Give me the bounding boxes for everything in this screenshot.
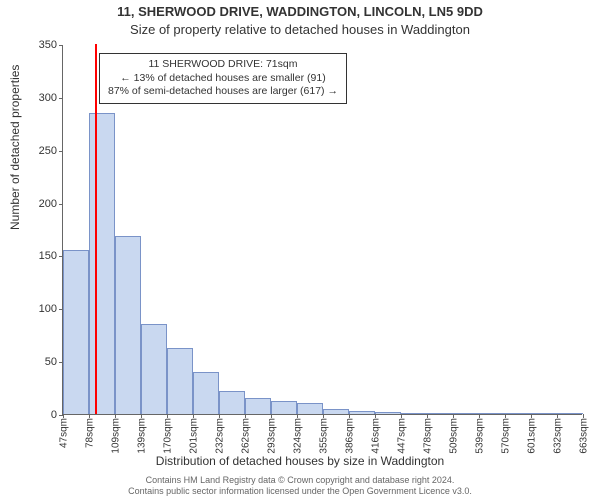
y-tick-mark xyxy=(59,45,63,46)
x-tick-mark xyxy=(505,414,506,418)
x-tick-label: 355sqm xyxy=(317,418,330,454)
histogram-bar xyxy=(115,236,141,414)
histogram-bar xyxy=(349,411,375,414)
histogram-bar xyxy=(245,398,271,414)
x-tick-label: 386sqm xyxy=(343,418,356,454)
chart-title-sub: Size of property relative to detached ho… xyxy=(0,22,600,37)
x-tick-label: 324sqm xyxy=(291,418,304,454)
x-tick-mark xyxy=(323,414,324,418)
histogram-bar xyxy=(63,250,89,414)
x-tick-mark xyxy=(63,414,64,418)
histogram-bar xyxy=(479,413,505,414)
y-tick-mark xyxy=(59,98,63,99)
histogram-bar xyxy=(453,413,479,414)
x-tick-mark xyxy=(557,414,558,418)
histogram-bar xyxy=(375,412,401,414)
x-tick-mark xyxy=(141,414,142,418)
x-tick-label: 447sqm xyxy=(395,418,408,454)
histogram-bar xyxy=(193,372,219,414)
histogram-bar xyxy=(297,403,323,414)
x-tick-mark xyxy=(531,414,532,418)
x-tick-label: 478sqm xyxy=(421,418,434,454)
x-tick-label: 47sqm xyxy=(57,418,70,448)
histogram-bar xyxy=(271,401,297,414)
x-tick-mark xyxy=(583,414,584,418)
x-tick-label: 509sqm xyxy=(447,418,460,454)
x-tick-label: 539sqm xyxy=(473,418,486,454)
histogram-bar xyxy=(557,413,583,414)
histogram-bar xyxy=(505,413,531,414)
x-tick-label: 262sqm xyxy=(239,418,252,454)
x-tick-label: 632sqm xyxy=(551,418,564,454)
x-tick-label: 416sqm xyxy=(369,418,382,454)
histogram-bar xyxy=(89,113,115,414)
plot-area: 05010015020025030035047sqm78sqm109sqm139… xyxy=(62,45,582,415)
x-tick-label: 663sqm xyxy=(577,418,590,454)
x-tick-mark xyxy=(219,414,220,418)
x-tick-label: 201sqm xyxy=(187,418,200,454)
x-tick-mark xyxy=(271,414,272,418)
chart-title-address: 11, SHERWOOD DRIVE, WADDINGTON, LINCOLN,… xyxy=(0,4,600,19)
x-tick-label: 78sqm xyxy=(83,418,96,448)
histogram-bar xyxy=(323,409,349,414)
x-tick-mark xyxy=(297,414,298,418)
x-axis-label: Distribution of detached houses by size … xyxy=(0,454,600,468)
histogram-bar xyxy=(531,413,557,414)
annotation-line1: 11 SHERWOOD DRIVE: 71sqm xyxy=(108,58,338,72)
y-tick-mark xyxy=(59,204,63,205)
x-tick-mark xyxy=(375,414,376,418)
x-tick-label: 293sqm xyxy=(265,418,278,454)
x-tick-mark xyxy=(167,414,168,418)
x-tick-mark xyxy=(89,414,90,418)
x-tick-label: 570sqm xyxy=(499,418,512,454)
x-tick-label: 601sqm xyxy=(525,418,538,454)
histogram-bar xyxy=(167,348,193,414)
x-tick-mark xyxy=(193,414,194,418)
footer: Contains HM Land Registry data © Crown c… xyxy=(0,475,600,498)
footer-line1: Contains HM Land Registry data © Crown c… xyxy=(0,475,600,487)
x-tick-mark xyxy=(427,414,428,418)
y-tick-mark xyxy=(59,151,63,152)
histogram-bar xyxy=(141,324,167,414)
x-tick-mark xyxy=(349,414,350,418)
x-tick-mark xyxy=(245,414,246,418)
histogram-bar xyxy=(401,413,427,414)
y-axis-label: Number of detached properties xyxy=(8,65,22,230)
x-tick-label: 109sqm xyxy=(109,418,122,454)
x-tick-label: 170sqm xyxy=(161,418,174,454)
chart-container: 11, SHERWOOD DRIVE, WADDINGTON, LINCOLN,… xyxy=(0,0,600,500)
annotation-box: 11 SHERWOOD DRIVE: 71sqm ← 13% of detach… xyxy=(99,53,347,104)
histogram-bar xyxy=(219,391,245,414)
x-tick-mark xyxy=(453,414,454,418)
x-tick-label: 232sqm xyxy=(213,418,226,454)
histogram-bar xyxy=(427,413,453,414)
x-tick-mark xyxy=(479,414,480,418)
property-marker-line xyxy=(95,44,97,414)
x-tick-label: 139sqm xyxy=(135,418,148,454)
annotation-line3: 87% of semi-detached houses are larger (… xyxy=(108,85,338,99)
x-tick-mark xyxy=(401,414,402,418)
x-tick-mark xyxy=(115,414,116,418)
footer-line2: Contains public sector information licen… xyxy=(0,486,600,498)
annotation-line2: ← 13% of detached houses are smaller (91… xyxy=(108,72,338,86)
